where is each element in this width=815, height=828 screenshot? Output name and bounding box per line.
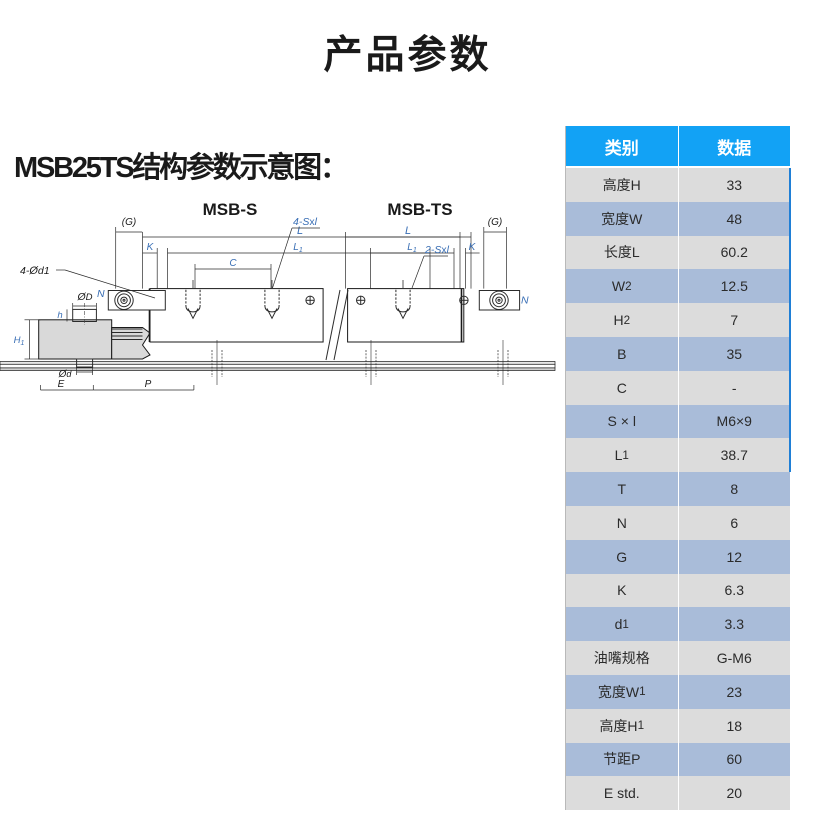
- svg-text:L1: L1: [293, 242, 303, 254]
- svg-text:2-Sxl: 2-Sxl: [424, 244, 450, 256]
- svg-text:N: N: [97, 288, 105, 300]
- svg-text:L: L: [405, 225, 411, 237]
- svg-text:P: P: [145, 379, 152, 390]
- svg-text:(G): (G): [488, 217, 502, 228]
- svg-text:N: N: [521, 295, 529, 307]
- svg-text:C: C: [229, 258, 237, 269]
- svg-text:L1: L1: [407, 242, 417, 254]
- svg-text:H1: H1: [14, 335, 25, 347]
- svg-text:K: K: [469, 242, 477, 253]
- svg-text:4-Sxl: 4-Sxl: [293, 216, 318, 228]
- svg-text:MSB-TS: MSB-TS: [387, 200, 452, 219]
- svg-text:MSB-S: MSB-S: [203, 200, 258, 219]
- svg-text:(G): (G): [122, 217, 136, 228]
- svg-text:K: K: [147, 242, 155, 253]
- svg-text:h: h: [57, 310, 62, 321]
- svg-text:4-Ød1: 4-Ød1: [20, 265, 50, 277]
- svg-text:E: E: [58, 379, 65, 390]
- svg-text:ØD: ØD: [76, 291, 92, 303]
